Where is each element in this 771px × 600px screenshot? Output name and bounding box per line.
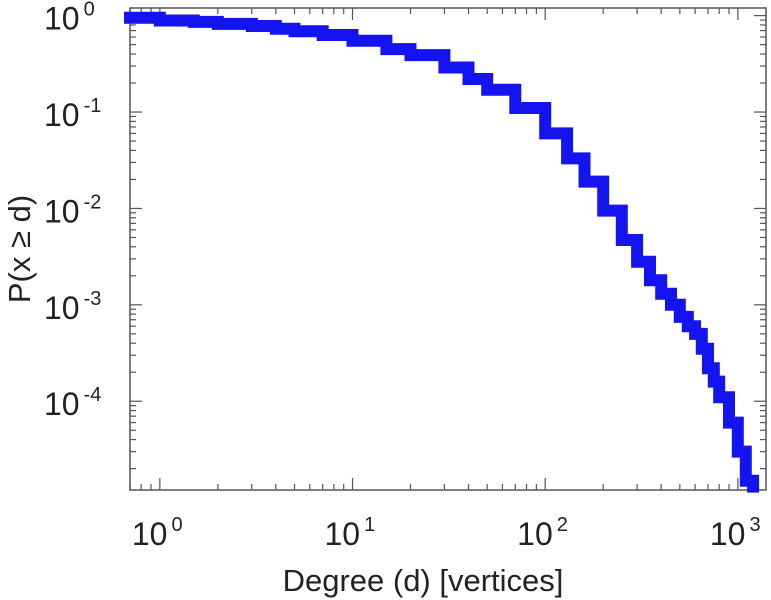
x-tick-label: 10 0	[132, 514, 183, 552]
plot-frame	[129, 7, 767, 491]
x-tick-label: 10 1	[325, 514, 376, 552]
series-line	[124, 11, 760, 493]
y-tick-label: 10 -3	[44, 288, 101, 326]
y-tick-label: 10 0	[44, 0, 95, 37]
x-axis-title: Degree (d) [vertices]	[283, 563, 564, 598]
minor-ticks	[129, 8, 766, 490]
y-axis-title: P(x ≥ d)	[2, 195, 37, 303]
major-ticks	[130, 8, 766, 490]
y-tick-label: 10 -4	[44, 384, 101, 422]
plot-area	[124, 7, 767, 493]
y-tick-label: 10 -1	[44, 95, 101, 133]
y-tick-label: 10 -2	[44, 191, 101, 229]
x-tick-label: 10 2	[517, 514, 568, 552]
x-tick-label: 10 3	[710, 514, 761, 552]
x-tick-labels: 10 0 10 1 10 2 10 3	[132, 514, 761, 552]
